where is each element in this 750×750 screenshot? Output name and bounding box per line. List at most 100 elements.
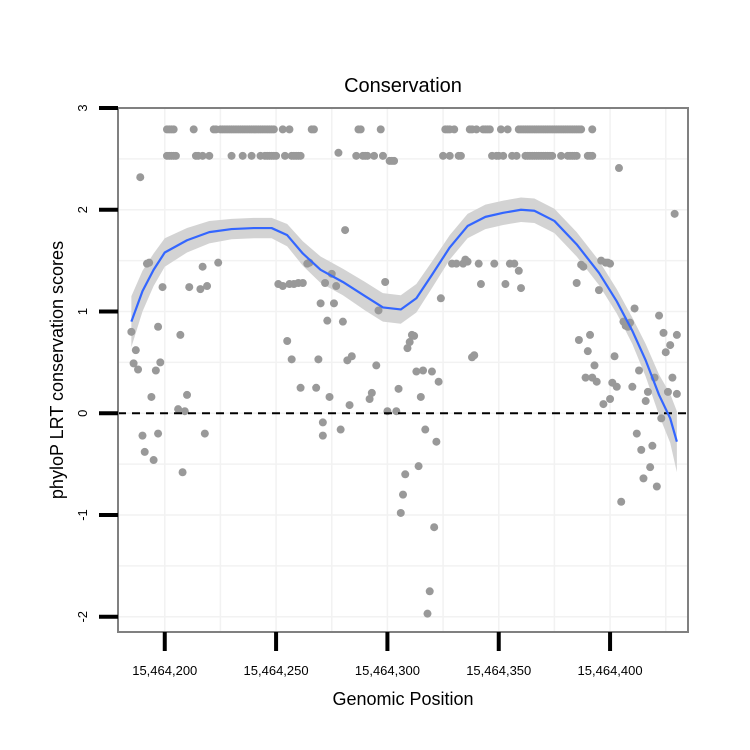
data-point bbox=[285, 125, 294, 134]
data-point bbox=[352, 151, 361, 160]
chart-title: Conservation bbox=[344, 75, 462, 97]
data-points bbox=[127, 125, 681, 618]
data-point bbox=[196, 285, 205, 294]
data-point bbox=[394, 384, 403, 393]
plot-panel bbox=[117, 107, 689, 633]
data-point bbox=[503, 125, 512, 134]
data-point bbox=[298, 279, 307, 288]
data-point bbox=[646, 463, 655, 472]
data-point bbox=[278, 282, 287, 291]
data-point bbox=[312, 383, 321, 392]
data-point bbox=[321, 279, 330, 288]
data-point bbox=[581, 373, 590, 382]
data-point bbox=[401, 470, 410, 479]
y-tick-label: 0 bbox=[75, 410, 90, 417]
data-point bbox=[134, 365, 143, 374]
data-point bbox=[403, 344, 412, 353]
data-point bbox=[472, 125, 481, 134]
data-point bbox=[416, 392, 425, 401]
data-point bbox=[414, 462, 423, 471]
data-point bbox=[174, 405, 183, 414]
data-point bbox=[347, 352, 356, 361]
data-point bbox=[652, 482, 661, 491]
data-point bbox=[378, 151, 387, 160]
data-point bbox=[672, 389, 681, 398]
x-axis: 15,464,200 15,464,250 15,464,300 15,464,350… bbox=[132, 632, 643, 678]
data-point bbox=[345, 401, 354, 410]
data-point bbox=[439, 151, 448, 160]
data-point bbox=[381, 277, 390, 286]
data-point bbox=[131, 346, 140, 355]
data-point bbox=[659, 328, 668, 337]
data-point bbox=[334, 148, 343, 157]
data-point bbox=[612, 382, 621, 391]
data-point bbox=[663, 387, 672, 396]
data-point bbox=[390, 156, 399, 165]
data-point bbox=[396, 508, 405, 517]
data-point bbox=[238, 151, 247, 160]
data-point bbox=[127, 327, 136, 336]
data-point bbox=[432, 437, 441, 446]
data-point bbox=[655, 311, 664, 320]
data-point bbox=[583, 347, 592, 356]
x-axis-title: Genomic Position bbox=[332, 689, 473, 709]
data-point bbox=[410, 331, 419, 340]
data-point bbox=[156, 358, 165, 367]
data-point bbox=[490, 259, 499, 268]
data-point bbox=[463, 257, 472, 266]
x-tick-label: 15,464,250 bbox=[244, 663, 309, 678]
data-point bbox=[287, 355, 296, 364]
data-point bbox=[427, 367, 436, 376]
y-tick-label: -1 bbox=[75, 509, 90, 521]
data-point bbox=[205, 151, 214, 160]
data-point bbox=[296, 151, 305, 160]
data-point bbox=[557, 151, 566, 160]
data-point bbox=[643, 387, 652, 396]
data-point bbox=[476, 280, 485, 289]
data-point bbox=[635, 366, 644, 375]
panel-border bbox=[117, 107, 689, 633]
data-point bbox=[365, 394, 374, 403]
data-point bbox=[336, 425, 345, 434]
data-point bbox=[517, 284, 526, 293]
data-point bbox=[309, 125, 318, 134]
data-point bbox=[548, 151, 557, 160]
data-point bbox=[171, 151, 180, 160]
data-point bbox=[572, 279, 581, 288]
data-point bbox=[399, 490, 407, 499]
data-point bbox=[180, 407, 189, 416]
data-point bbox=[283, 337, 292, 346]
data-point bbox=[280, 151, 289, 160]
data-point bbox=[617, 497, 626, 506]
data-point bbox=[668, 373, 677, 382]
data-point bbox=[670, 209, 679, 218]
y-tick-label: 2 bbox=[75, 206, 90, 213]
data-point bbox=[405, 338, 414, 347]
data-point bbox=[572, 151, 581, 160]
data-point bbox=[129, 359, 138, 368]
data-point bbox=[329, 299, 338, 308]
data-point bbox=[501, 280, 510, 289]
data-point bbox=[648, 441, 657, 450]
data-point bbox=[423, 609, 432, 618]
y-tick-label: 3 bbox=[75, 104, 90, 111]
y-axis-title: phyloP LRT conservation scores bbox=[47, 241, 67, 499]
data-point bbox=[592, 377, 601, 386]
data-point bbox=[666, 341, 675, 350]
data-point bbox=[314, 355, 323, 364]
data-point bbox=[203, 282, 212, 291]
data-point bbox=[200, 429, 209, 438]
data-point bbox=[247, 151, 256, 160]
data-point bbox=[332, 282, 341, 291]
data-point bbox=[474, 259, 483, 268]
smooth-fit-line bbox=[130, 208, 678, 443]
data-point bbox=[657, 414, 666, 423]
data-point bbox=[158, 283, 167, 292]
data-point bbox=[341, 226, 350, 235]
data-point bbox=[499, 151, 508, 160]
data-point bbox=[610, 352, 619, 361]
data-point bbox=[588, 125, 597, 134]
data-point bbox=[641, 397, 650, 406]
data-point bbox=[412, 367, 421, 376]
